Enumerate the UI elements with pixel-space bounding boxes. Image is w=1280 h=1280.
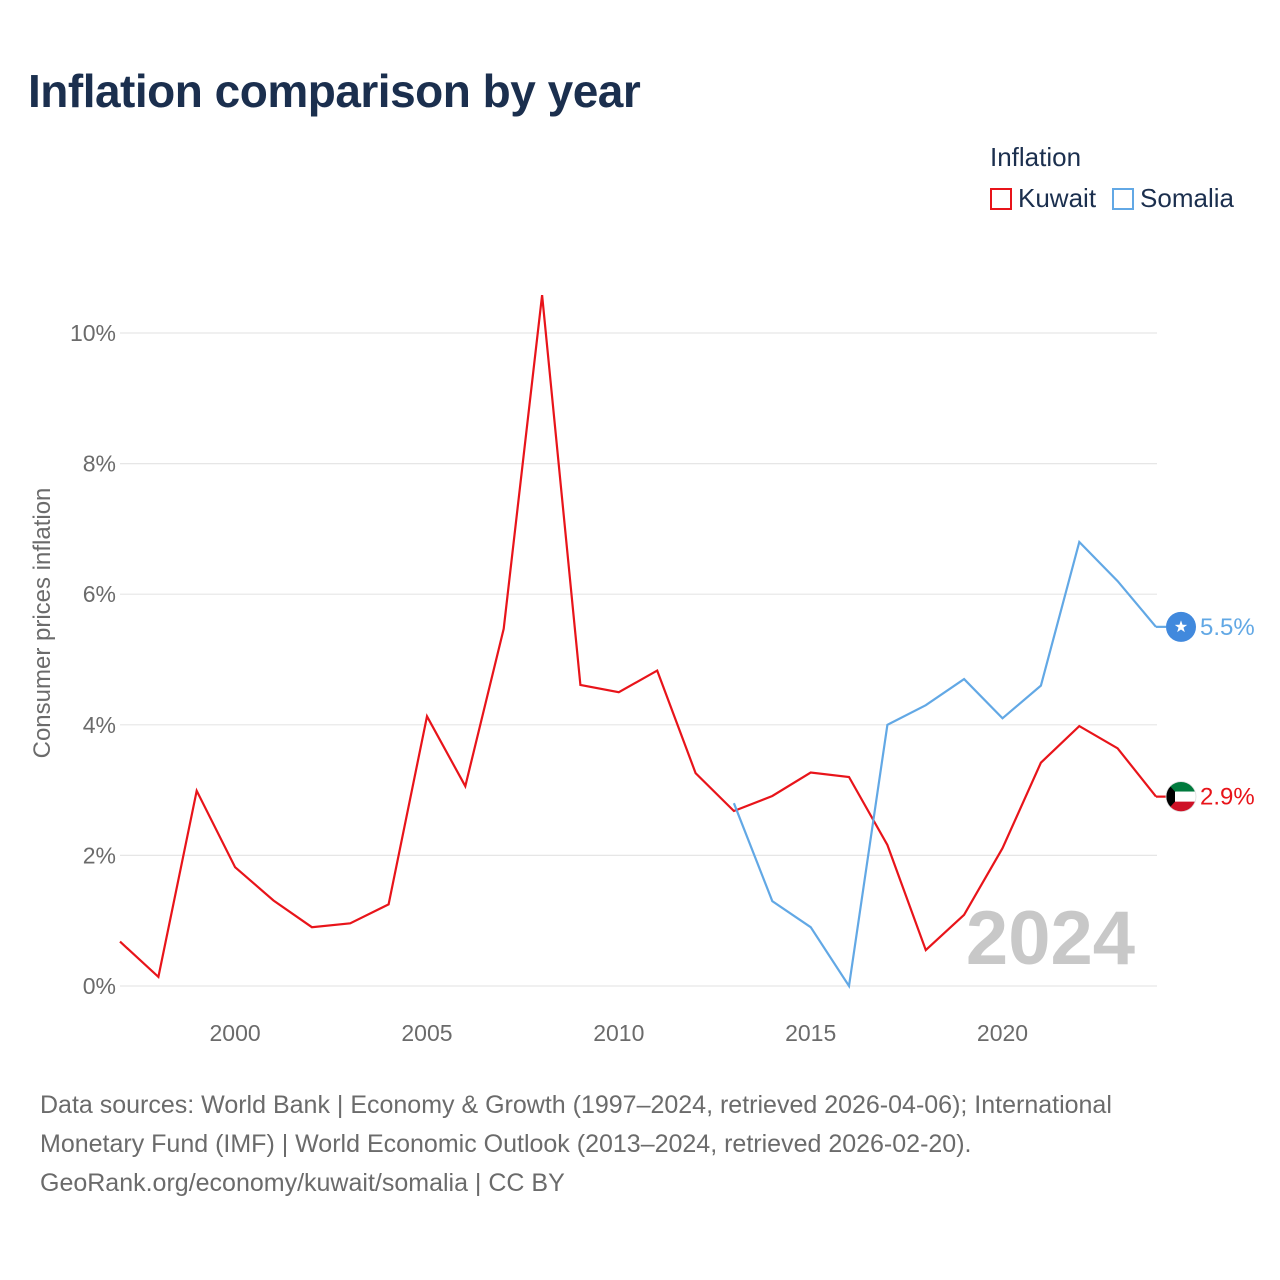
- legend-swatch-somalia: [1112, 187, 1135, 210]
- y-tick-label: 4%: [83, 712, 116, 738]
- kuwait-flag-green: [1166, 781, 1196, 792]
- somalia-flag-icon: [1166, 611, 1196, 642]
- x-tick-label: 2010: [593, 1020, 644, 1046]
- y-tick-label: 6%: [83, 581, 116, 607]
- kuwait-flag-white: [1166, 791, 1196, 802]
- series-lines: [119, 294, 1166, 990]
- y-tick-label: 0%: [83, 973, 116, 999]
- gridlines: [120, 332, 1157, 987]
- x-tick-label: 2020: [977, 1020, 1028, 1046]
- legend-item-kuwait[interactable]: Kuwait: [990, 183, 1096, 214]
- legend-label-somalia: Somalia: [1140, 183, 1234, 213]
- kuwait-flag-red: [1166, 801, 1196, 812]
- x-tick-label: 2000: [210, 1020, 261, 1046]
- y-tick-labels: 0% 2% 4% 6% 8% 10%: [70, 320, 116, 999]
- y-tick-label: 10%: [70, 320, 116, 346]
- series-line-somalia: [732, 539, 1157, 990]
- y-tick-label: 8%: [83, 451, 116, 477]
- footer-line-3: GeoRank.org/economy/kuwait/somalia | CC …: [40, 1169, 565, 1197]
- x-tick-labels: 2000 2005 2010 2015 2020: [210, 1020, 1029, 1046]
- legend-title: Inflation: [990, 142, 1082, 172]
- footer-line-2: Monetary Fund (IMF) | World Economic Out…: [40, 1130, 972, 1158]
- somalia-flag-star: [1174, 620, 1188, 633]
- y-tick-label: 2%: [83, 842, 116, 868]
- x-tick-label: 2015: [785, 1020, 836, 1046]
- end-label-somalia: 5.5%: [1200, 614, 1255, 641]
- y-axis-label: Consumer prices inflation: [29, 488, 56, 759]
- legend-item-somalia[interactable]: Somalia: [1112, 183, 1234, 214]
- x-tick-label: 2005: [401, 1020, 452, 1046]
- kuwait-flag-outline: [1165, 781, 1197, 813]
- footer-line-1: Data sources: World Bank | Economy & Gro…: [40, 1091, 1112, 1119]
- footer-sources: Data sources: World Bank | Economy & Gro…: [40, 1086, 1240, 1203]
- chart-title: Inflation comparison by year: [28, 65, 641, 117]
- end-label-kuwait: 2.9%: [1200, 784, 1255, 811]
- legend-swatch-kuwait: [990, 187, 1012, 210]
- series-line-kuwait: [119, 294, 1157, 980]
- year-watermark: 2024: [966, 896, 1135, 981]
- end-markers: 2.9% 5.5%: [1165, 611, 1255, 813]
- legend-label-kuwait: Kuwait: [1018, 183, 1097, 213]
- legend: Inflation Kuwait Somalia: [990, 142, 1234, 214]
